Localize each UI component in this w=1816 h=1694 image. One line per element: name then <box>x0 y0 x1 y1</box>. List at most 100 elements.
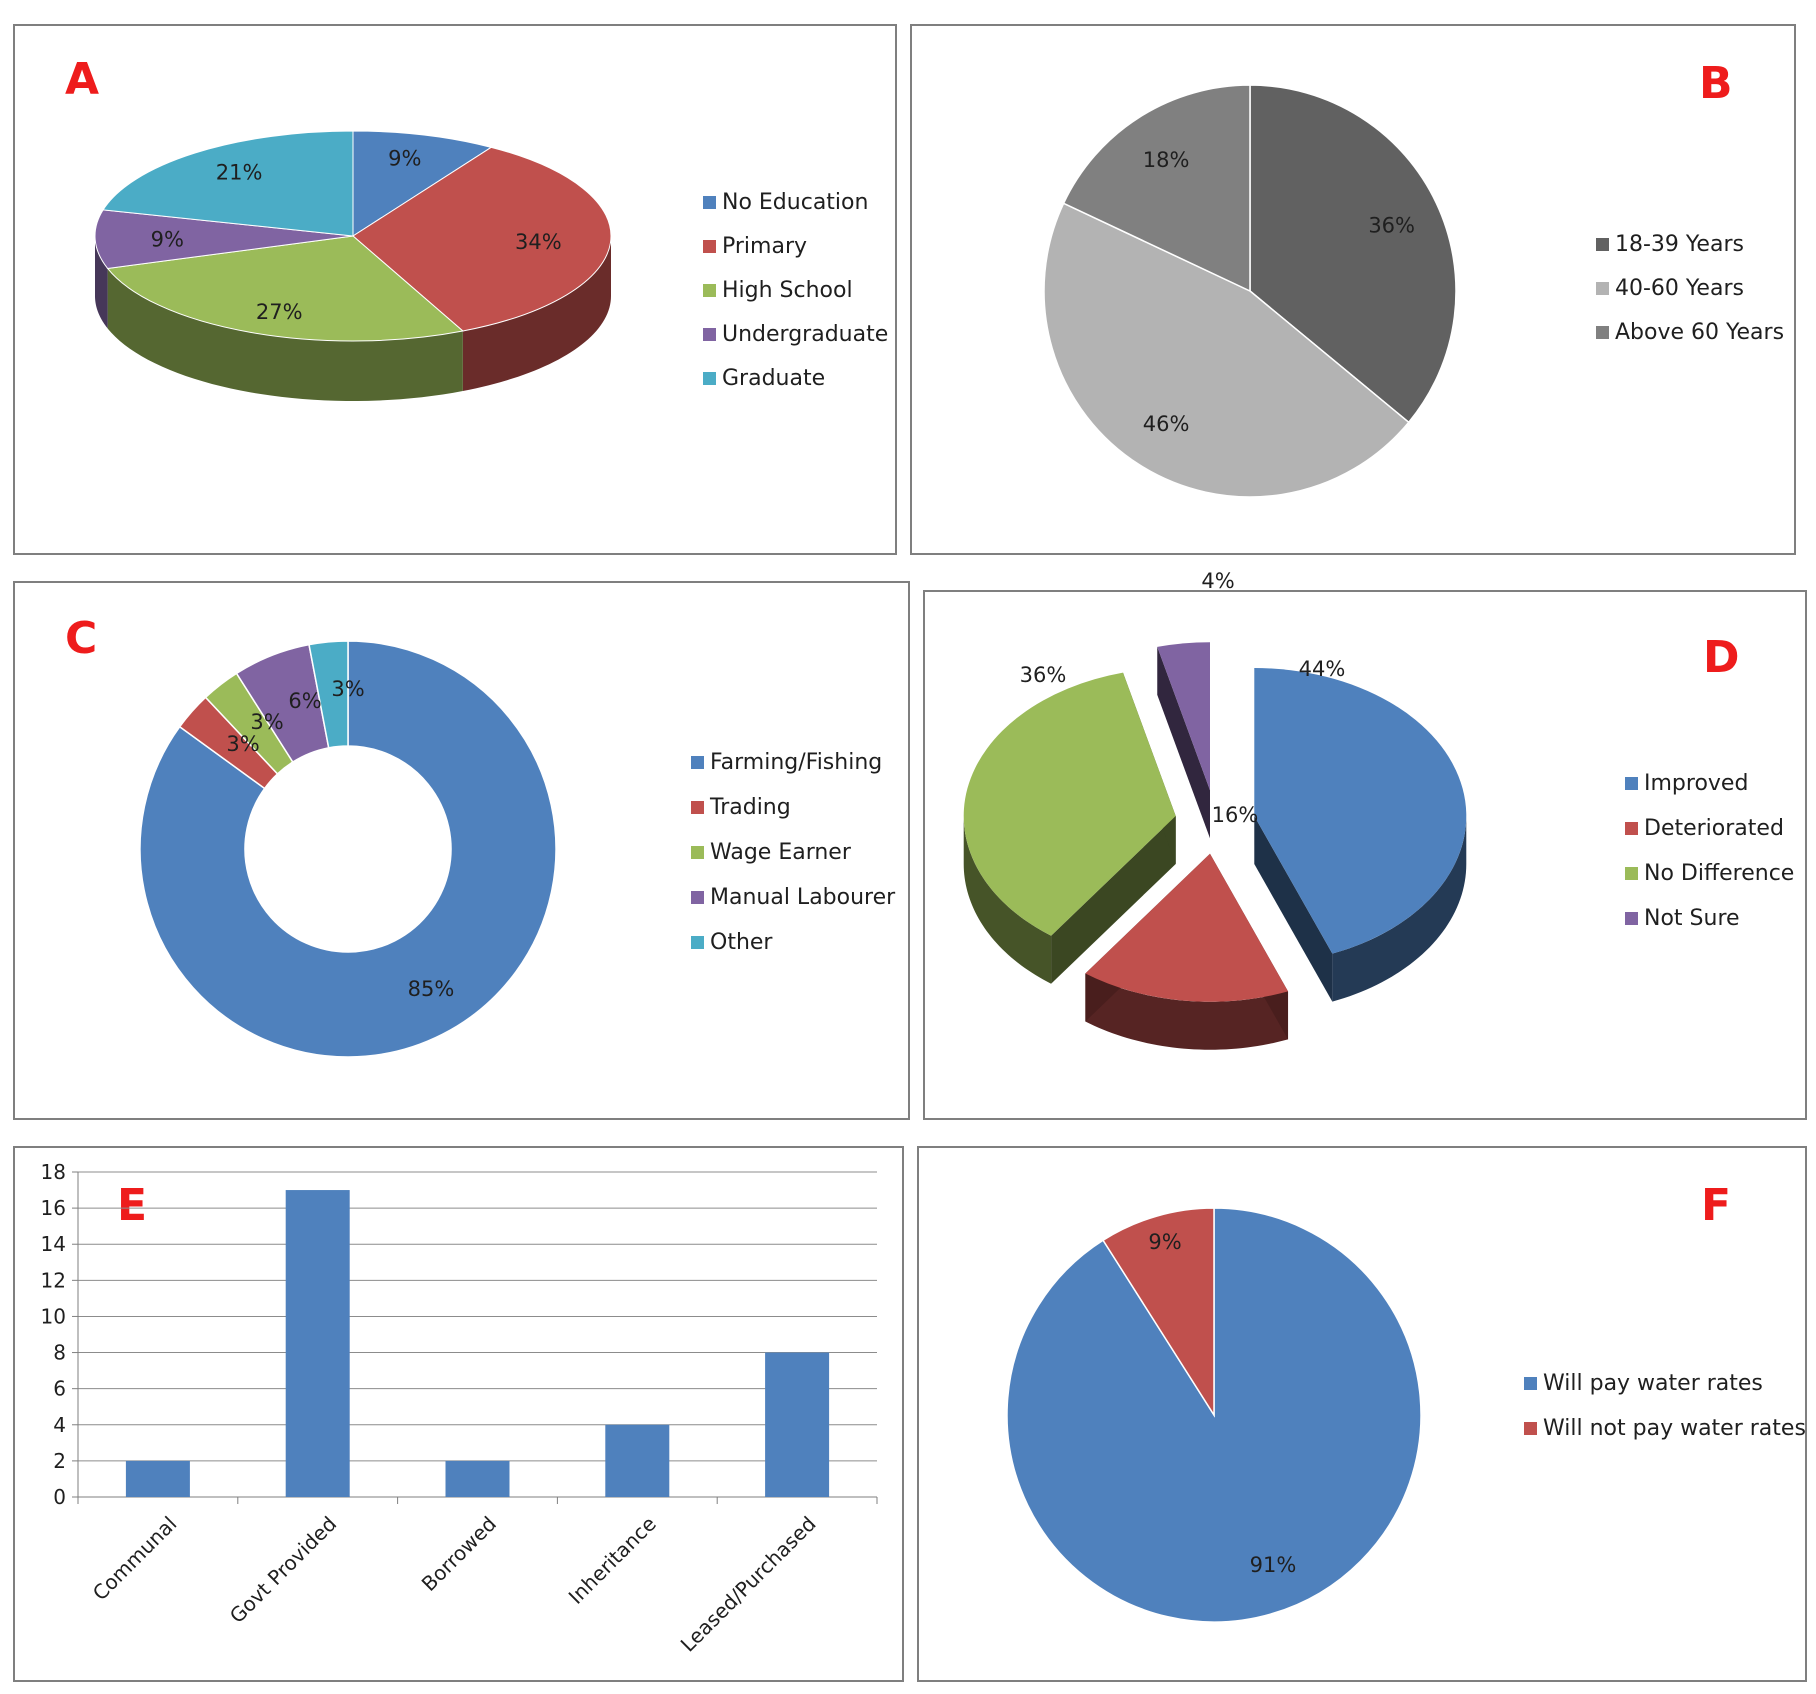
data-label-18-39-years: 36% <box>1368 213 1415 237</box>
legend-swatch-deteriorated <box>1625 822 1638 835</box>
y-tick-label-16: 16 <box>41 1196 66 1220</box>
legend-item-will-pay-water-rates: Will pay water rates <box>1543 1371 1763 1396</box>
legend-swatch-primary <box>703 240 716 253</box>
panel-letter-a: A <box>65 54 99 105</box>
legend-swatch-high-school <box>703 284 716 297</box>
slice-18-39-years <box>1249 84 1457 424</box>
slice-end-improved-1 <box>1254 816 1333 1002</box>
legend-item-not-sure: Not Sure <box>1644 906 1740 931</box>
data-label-farming-fishing: 85% <box>408 977 455 1001</box>
chart-panel-f: F 91% 9% Will pay water rates Will not pay … <box>917 1146 1807 1682</box>
legend-item-undergraduate: Undergraduate <box>722 322 888 347</box>
panel-letter-e: E <box>117 1180 147 1231</box>
data-label-other: 3% <box>331 677 364 701</box>
slice-side-primary <box>462 236 611 392</box>
legend-item-high-school: High School <box>722 278 853 303</box>
legend-swatch-manual-labourer <box>691 891 704 904</box>
legend-swatch-18-39-years <box>1596 238 1609 251</box>
data-label-high-school: 27% <box>256 300 303 324</box>
slice-farming-fishing <box>139 640 557 1058</box>
legend-swatch-will-pay-water-rates <box>1524 1377 1537 1390</box>
slice-will-not-pay-water-rates <box>1102 1207 1215 1418</box>
legend-item-deteriorated: Deteriorated <box>1644 816 1784 841</box>
bar-govt-provided <box>285 1190 350 1497</box>
slice-side-high-school <box>107 268 463 401</box>
data-label-deteriorated: 16% <box>1212 803 1259 827</box>
legend-item-above-60-years: Above 60 Years <box>1615 320 1784 345</box>
legend-item-graduate: Graduate <box>722 366 825 391</box>
y-tick-label-18: 18 <box>41 1160 66 1184</box>
legend-swatch-40-60-years <box>1596 282 1609 295</box>
data-label-not-sure: 4% <box>1201 569 1234 593</box>
y-tick-label-10: 10 <box>41 1304 66 1328</box>
data-label-40-60-years: 46% <box>1143 412 1190 436</box>
slice-40-60-years <box>1043 202 1410 498</box>
chart-a-canvas: A 9% 34% 27% 9% 21% No Education Primary High S… <box>65 54 888 401</box>
slice-side-improved <box>1332 816 1467 1002</box>
legend-swatch-trading <box>691 801 704 814</box>
legend-swatch-not-sure <box>1625 912 1638 925</box>
y-tick-label-6: 6 <box>53 1377 66 1401</box>
y-tick-label-0: 0 <box>53 1485 66 1509</box>
legend-swatch-graduate <box>703 372 716 385</box>
data-label-manual-labourer: 6% <box>288 689 321 713</box>
data-label-improved: 44% <box>1299 657 1346 681</box>
panel-letter-f: F <box>1701 1180 1731 1231</box>
legend-item-manual-labourer: Manual Labourer <box>710 885 896 910</box>
slice-no-difference <box>963 672 1176 936</box>
y-tick-label-2: 2 <box>53 1449 66 1473</box>
slice-improved <box>1254 668 1467 954</box>
legend-item-40-60-years: 40-60 Years <box>1615 276 1744 301</box>
chart-panel-e: E 0 2 4 6 8 10 12 14 16 18 Communal Govt Provided Bo… <box>13 1146 904 1682</box>
data-label-above-60-years: 18% <box>1143 148 1190 172</box>
data-label-undergraduate: 9% <box>151 228 184 252</box>
data-label-no-education: 9% <box>388 146 421 170</box>
legend-swatch-no-education <box>703 196 716 209</box>
chart-panel-a: A 9% 34% 27% 9% 21% No Education Primary High S… <box>13 24 897 555</box>
legend-swatch-no-difference <box>1625 867 1638 880</box>
slice-side-undergraduate <box>95 236 108 329</box>
y-tick-label-12: 12 <box>41 1268 66 1292</box>
legend-item-improved: Improved <box>1644 771 1748 796</box>
legend-item-18-39-years: 18-39 Years <box>1615 232 1744 257</box>
data-label-trading: 3% <box>226 732 259 756</box>
legend-item-farming-fishing: Farming/Fishing <box>710 750 882 775</box>
slice-undergraduate <box>94 209 354 269</box>
panel-letter-d: D <box>1703 632 1740 683</box>
chart-e-canvas: E 0 2 4 6 8 10 12 14 16 18 Communal Govt Provided Bo… <box>41 1160 878 1657</box>
chart-panel-c: C 85% 3% 3% 6% 3% Farming/Fishing Trading Wage … <box>13 581 910 1120</box>
y-tick-label-8: 8 <box>53 1341 66 1365</box>
slice-other <box>308 640 349 749</box>
bar-communal <box>125 1460 190 1497</box>
chart-panel-b: B 36% 46% 18% 18-39 Years 40-60 Years Above 6… <box>910 24 1796 555</box>
chart-d-canvas: D 44% 16% 36% 4% Improved Deteriorated No Diff… <box>963 569 1794 1050</box>
legend-item-no-difference: No Difference <box>1644 861 1794 886</box>
x-tick-label-leased-purchased: Leased/Purchased <box>676 1512 821 1657</box>
chart-b-canvas: B 36% 46% 18% 18-39 Years 40-60 Years Above 6… <box>1043 58 1784 498</box>
legend-item-wage-earner: Wage Earner <box>710 840 852 865</box>
data-label-primary: 34% <box>515 230 562 254</box>
slice-end-no-difference-0 <box>1051 816 1176 984</box>
slice-graduate <box>102 130 354 237</box>
slice-above-60-years <box>1062 84 1251 293</box>
slice-side-no-difference <box>963 816 1052 984</box>
legend-swatch-will-not-pay-water-rates <box>1524 1422 1537 1435</box>
legend-item-will-not-pay-water-rates: Will not pay water rates <box>1543 1416 1806 1441</box>
slice-primary <box>352 146 612 332</box>
slice-no-education <box>352 130 493 237</box>
legend-item-primary: Primary <box>722 234 807 259</box>
slice-end-not-sure-0 <box>1157 646 1210 839</box>
data-label-wage-earner: 3% <box>250 710 283 734</box>
legend-item-other: Other <box>710 930 773 955</box>
legend-swatch-undergraduate <box>703 328 716 341</box>
data-label-no-difference: 36% <box>1020 663 1067 687</box>
legend-swatch-above-60-years <box>1596 326 1609 339</box>
legend-swatch-farming-fishing <box>691 756 704 769</box>
y-tick-label-4: 4 <box>53 1413 66 1437</box>
legend-swatch-other <box>691 936 704 949</box>
chart-panel-d: D 44% 16% 36% 4% Improved Deteriorated No Diff… <box>923 569 1807 1120</box>
x-tick-label-communal: Communal <box>88 1512 182 1606</box>
x-tick-label-inheritance: Inheritance <box>564 1512 661 1609</box>
slice-high-school <box>106 235 464 342</box>
legend-swatch-wage-earner <box>691 846 704 859</box>
